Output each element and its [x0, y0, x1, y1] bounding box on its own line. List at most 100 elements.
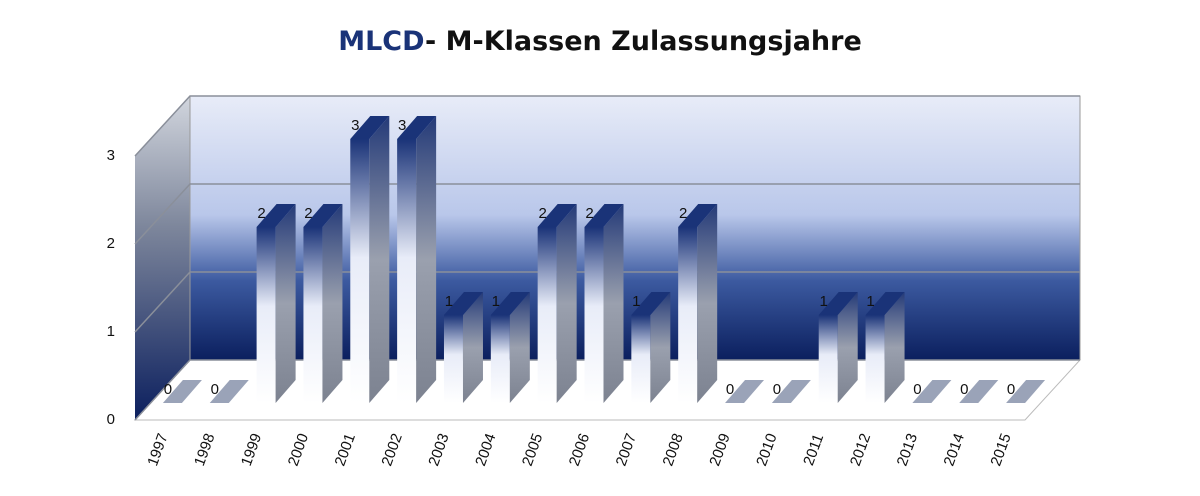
y-tick-label: 0	[107, 411, 115, 428]
bar-face	[678, 227, 698, 403]
value-label: 0	[773, 381, 781, 398]
bar	[256, 204, 296, 403]
bar-face	[256, 204, 296, 227]
value-label: 3	[351, 117, 359, 134]
bar-face	[397, 139, 417, 403]
bar-face	[650, 292, 671, 403]
bar-face	[697, 204, 718, 403]
bar-face	[556, 204, 577, 403]
value-label: 0	[913, 381, 921, 398]
value-label: 0	[726, 381, 734, 398]
value-label: 0	[1007, 381, 1015, 398]
value-label: 0	[211, 381, 219, 398]
value-label: 3	[398, 117, 406, 134]
value-label: 0	[960, 381, 968, 398]
bar	[678, 204, 718, 403]
x-tick-label: 2000	[285, 431, 312, 468]
bar-face	[256, 227, 276, 403]
bar-face	[350, 116, 390, 139]
y-tick-label: 1	[107, 323, 115, 340]
bar	[584, 204, 624, 403]
x-tick-label: 2003	[425, 431, 452, 468]
bar-face	[631, 292, 671, 315]
bar	[865, 292, 905, 403]
x-tick-label: 2005	[519, 431, 546, 468]
bar	[209, 380, 249, 403]
x-tick-label: 2008	[659, 431, 686, 468]
bar	[725, 380, 765, 403]
x-tick-label: 2013	[894, 431, 921, 468]
bar	[443, 292, 483, 403]
x-tick-label: 2014	[941, 431, 968, 468]
value-label: 2	[538, 205, 546, 222]
bar-face	[416, 116, 437, 403]
bar	[350, 116, 390, 403]
grid-line	[134, 271, 1080, 333]
bar-face	[631, 315, 651, 403]
bar-face	[397, 116, 437, 139]
bar-face	[584, 227, 604, 403]
bar-face	[350, 139, 370, 403]
grid-line	[134, 359, 1080, 421]
value-label: 1	[445, 293, 453, 310]
bar-face	[443, 315, 463, 403]
bar-face	[537, 227, 557, 403]
bar-face	[322, 204, 343, 403]
bar-face	[865, 315, 885, 403]
bar	[397, 116, 437, 403]
bar-face	[275, 204, 296, 403]
value-label: 1	[492, 293, 500, 310]
value-label: 2	[257, 205, 265, 222]
bar-face	[678, 204, 718, 227]
bar	[959, 380, 999, 403]
bar-face	[537, 204, 577, 227]
x-tick-label: 2006	[566, 431, 593, 468]
bar-face	[303, 204, 343, 227]
bar-face	[584, 204, 624, 227]
bar-face	[603, 204, 624, 403]
value-label: 2	[585, 205, 593, 222]
bar-face	[490, 315, 510, 403]
bar	[771, 380, 811, 403]
bar	[1006, 380, 1046, 403]
x-tick-label: 1997	[144, 431, 171, 468]
x-tick-label: 2010	[753, 431, 780, 468]
bar-face	[884, 292, 905, 403]
x-tick-label: 2012	[847, 431, 874, 468]
value-label: 0	[164, 381, 172, 398]
bar-face	[490, 292, 530, 315]
y-tick-label: 3	[107, 147, 115, 164]
grid-line	[134, 183, 1080, 245]
bar-face	[837, 292, 858, 403]
x-tick-label: 1998	[191, 431, 218, 468]
bar	[537, 204, 577, 403]
x-tick-label: 1999	[238, 431, 265, 468]
title-part: - M-Klassen Zulassungsjahre	[425, 26, 862, 57]
left-wall	[135, 96, 190, 420]
bar-face	[303, 227, 323, 403]
x-tick-label: 2015	[987, 431, 1014, 468]
value-label: 1	[866, 293, 874, 310]
bar	[818, 292, 858, 403]
x-tick-label: 2007	[613, 431, 640, 468]
bar-face	[462, 292, 483, 403]
bar-face	[818, 315, 838, 403]
bar	[303, 204, 343, 403]
bar-face	[509, 292, 530, 403]
x-tick-label: 2011	[800, 432, 827, 468]
title-part: MLCD	[338, 26, 425, 57]
x-tick-label: 2002	[378, 431, 405, 468]
bar	[631, 292, 671, 403]
x-tick-label: 2009	[706, 431, 733, 468]
x-tick-label: 2004	[472, 431, 499, 468]
bar	[162, 380, 202, 403]
bar-face	[369, 116, 390, 403]
bar	[912, 380, 952, 403]
bar-face	[865, 292, 905, 315]
bar-face	[818, 292, 858, 315]
bar	[490, 292, 530, 403]
y-tick-label: 2	[107, 235, 115, 252]
value-label: 2	[679, 205, 687, 222]
value-label: 1	[632, 293, 640, 310]
